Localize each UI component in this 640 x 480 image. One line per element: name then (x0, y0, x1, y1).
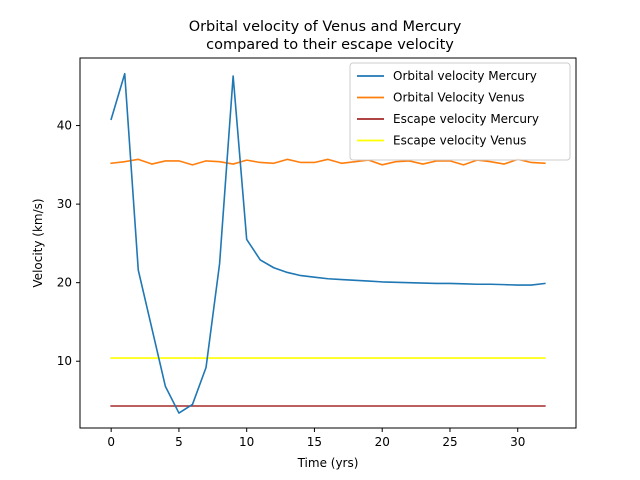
y-tick-label: 20 (57, 276, 72, 290)
y-axis: 10 20 30 40 (57, 119, 80, 368)
x-tick-label: 0 (107, 435, 115, 449)
legend-box (349, 62, 571, 161)
x-tick-label: 30 (510, 435, 525, 449)
x-tick-label: 10 (239, 435, 254, 449)
x-tick-label: 5 (175, 435, 183, 449)
y-tick-label: 10 (57, 354, 72, 368)
plot-lines (110, 72, 546, 414)
chart-title-line-2: compared to their escape velocity (206, 37, 454, 53)
legend-label-escape-velocity-venus: Escape velocity Venus (393, 134, 526, 148)
x-axis-label: Time (yrs) (297, 456, 359, 470)
legend-label-escape-velocity-mercury: Escape velocity Mercury (393, 112, 539, 126)
x-tick-label: 25 (442, 435, 457, 449)
plot-frame (79, 57, 577, 429)
series-line-orbital-velocity-venus (110, 158, 546, 166)
legend: Orbital velocity Mercury Orbital Velocity… (349, 62, 571, 161)
chart-title-line-1: Orbital velocity of Venus and Mercury (189, 19, 462, 35)
x-axis: 0 5 10 15 20 25 30 (107, 428, 525, 449)
y-axis-label: Velocity (km/s) (31, 198, 45, 287)
x-tick-label: 15 (307, 435, 322, 449)
series-line-orbital-velocity-mercury (110, 72, 546, 414)
y-tick-label: 30 (57, 197, 72, 211)
y-tick-label: 40 (57, 119, 72, 133)
x-tick-label: 20 (375, 435, 390, 449)
legend-label-orbital-velocity-venus: Orbital Velocity Venus (393, 91, 525, 105)
legend-label-orbital-velocity-mercury: Orbital velocity Mercury (393, 69, 537, 83)
